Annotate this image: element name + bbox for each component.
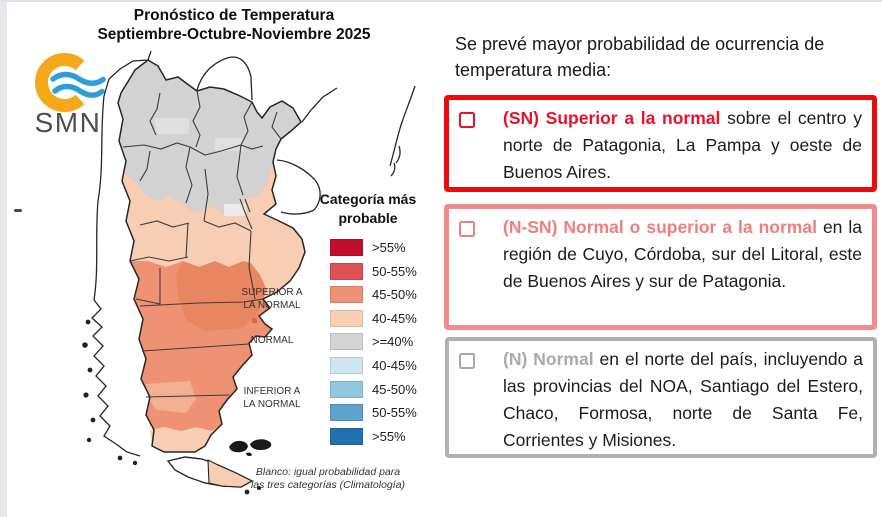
legend-swatch xyxy=(330,427,363,445)
legend-label: 50-55% xyxy=(372,263,417,279)
forecast-title-line1: Pronóstico de Temperatura xyxy=(133,7,335,24)
summary-box-text: (N-SN) Normal o superior a la normal en … xyxy=(475,209,872,295)
legend-item: >55% xyxy=(330,239,417,256)
map-malvinas-islands-icon xyxy=(229,439,272,457)
map-argentina-regions xyxy=(118,60,305,452)
legend-item: 40-45% xyxy=(330,356,417,374)
legend-group-superior-line2: LA NORMAL xyxy=(243,299,301,311)
legend-swatch xyxy=(330,309,363,327)
summary-box-lead: (N) Normal xyxy=(503,349,594,369)
map-tierra-del-fuego xyxy=(166,456,254,488)
legend-item: 45-50% xyxy=(330,380,417,398)
legend-item: 50-55% xyxy=(330,262,417,280)
checkbox-bullet-icon xyxy=(459,353,475,369)
summary-box-normal-superior: (N-SN) Normal o superior a la normal en … xyxy=(444,204,877,330)
smn-logo-icon xyxy=(35,53,106,112)
legend-swatch xyxy=(330,380,363,398)
legend-group-inferior: INFERIOR A LA NORMAL xyxy=(238,386,306,411)
legend-label: >=40% xyxy=(372,334,414,350)
summary-box-body: sobre el centro y norte de Patagonia, La… xyxy=(503,108,862,182)
summary-box-text: (N) Normal en el norte del país, incluye… xyxy=(475,341,873,454)
map-context-lines xyxy=(91,50,416,457)
argentina-forecast-map xyxy=(82,50,416,495)
map-province-borders xyxy=(122,90,282,398)
legend-label: 40-45% xyxy=(372,310,417,326)
map-argentina-outline xyxy=(117,59,306,453)
legend-title-line2: probable xyxy=(338,210,398,226)
legend-footnote-line2: las tres categorías (Climatología) xyxy=(250,479,406,491)
legend-item: >=40% xyxy=(330,333,417,351)
summary-box-body: en el norte del país, incluyendo a las p… xyxy=(503,349,863,450)
legend-item: 45-50% xyxy=(330,286,417,304)
legend-label: 45-50% xyxy=(372,381,417,397)
forecast-title-line2: Septiembre-Octubre-Noviembre 2025 xyxy=(97,25,371,43)
legend-label: >55% xyxy=(372,240,406,255)
legend-label: 50-55% xyxy=(372,405,417,421)
legend: >55% 50-55% 45-50% 40-45% >=40% 40-45% 4… xyxy=(330,239,417,451)
legend-label: 45-50% xyxy=(372,287,417,303)
summary-box-superior-normal: (SN) Superior a la normal sobre el centr… xyxy=(444,95,877,192)
page-left-gutter xyxy=(0,0,7,517)
legend-swatch xyxy=(330,262,363,280)
summary-box-normal: (N) Normal en el norte del país, incluye… xyxy=(445,337,877,458)
legend-group-superior: SUPERIOR A LA NORMAL xyxy=(238,287,306,312)
legend-title: Categoría más probable xyxy=(300,190,436,228)
page-top-hairline xyxy=(0,0,882,2)
forecast-title: Pronóstico de Temperatura Septiembre-Oct… xyxy=(50,7,418,44)
legend-swatch xyxy=(330,286,363,304)
summary-box-text: (SN) Superior a la normal sobre el centr… xyxy=(475,100,872,186)
legend-label: 40-45% xyxy=(372,357,417,373)
map-chilean-islands xyxy=(82,319,261,495)
legend-title-line1: Categoría más xyxy=(319,191,417,207)
summary-box-lead: (SN) Superior a la normal xyxy=(503,108,721,128)
summary-box-lead: (N-SN) Normal o superior a la normal xyxy=(503,217,817,237)
legend-item: >55% xyxy=(330,427,417,445)
legend-group-normal-line1: NORMAL xyxy=(250,335,294,346)
legend-swatch xyxy=(330,333,363,351)
legend-swatch xyxy=(330,404,363,422)
legend-footnote: Blanco: igual probabilidad para las tres… xyxy=(222,466,434,492)
checkbox-bullet-icon xyxy=(459,112,475,128)
legend-swatch xyxy=(330,239,363,256)
legend-item: 40-45% xyxy=(330,309,417,327)
summary-box-body: en la región de Cuyo, Córdoba, sur del L… xyxy=(503,217,862,291)
legend-label: >55% xyxy=(372,428,406,444)
smn-logo-label: SMN xyxy=(34,107,102,138)
checkbox-bullet-icon xyxy=(459,221,475,237)
legend-group-inferior-line2: LA NORMAL xyxy=(243,398,301,410)
legend-footnote-line1: Blanco: igual probabilidad para xyxy=(255,466,401,478)
legend-group-inferior-line1: INFERIOR A xyxy=(243,386,301,397)
legend-swatch xyxy=(330,356,363,374)
legend-group-superior-line1: SUPERIOR A xyxy=(241,287,303,298)
legend-item: 50-55% xyxy=(330,404,417,422)
legend-group-normal: NORMAL xyxy=(238,335,306,348)
margin-dash-mark xyxy=(14,209,22,212)
summary-intro: Se prevé mayor probabilidad de ocurrenci… xyxy=(455,34,825,80)
